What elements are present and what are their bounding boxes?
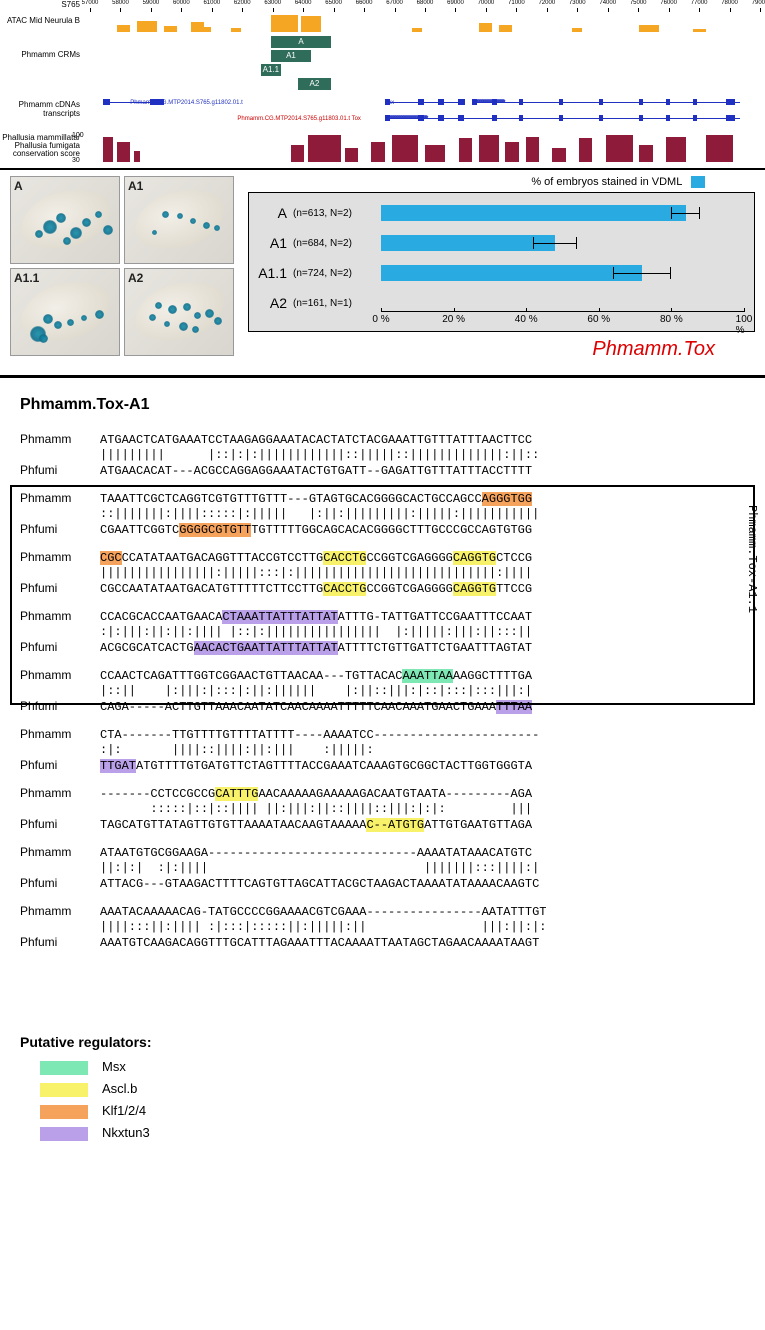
conservation-track: 100 30 [90, 134, 760, 162]
align-match: :|: ||||::||||:||:||| :|||||: [20, 743, 745, 758]
align-match: :|:|||:||:||:|||| |::|:|||||||||||||||| … [20, 625, 745, 640]
align-row: PhfumiTAGCATGTTATAGTTGTGTTAAAATAACAAGTAA… [20, 817, 745, 833]
align-match: ::|||||||:||||:::::|:||||| |:||:||||||||… [20, 507, 745, 522]
atac-track-label: ATAC Mid Neurula B [0, 16, 80, 25]
embryo-thumb: A1 [124, 176, 234, 264]
align-match: ||||||||||||||||:|||||:::|:|||||||||||||… [20, 566, 745, 581]
align-row: PhmammCGCCCATATAATGACAGGTTTACCGTCCTTGCAC… [20, 550, 745, 566]
align-row: PhmammTAAATTCGCTCAGGTCGTGTTTGTTT---GTAGT… [20, 491, 745, 507]
align-row: PhfumiAAATGTCAAGACAGGTTTGCATTTAGAAATTTAC… [20, 935, 745, 951]
align-match: ||||||||| |::|:|:||||||||||||::|||||::||… [20, 448, 745, 463]
regulators-list: MsxAscl.bKlf1/2/4Nkxtun3 [0, 1056, 765, 1144]
regulator-row: Ascl.b [40, 1078, 765, 1100]
regulators-title: Putative regulators: [20, 1034, 765, 1050]
align-row: PhmammCCAACTCAGATTTGGTCGGAACTGTTAACAA---… [20, 668, 745, 684]
align-match: :::::|::|::|||| ||:|||:||::||||::|||:|:|… [20, 802, 745, 817]
embryo-thumb: A [10, 176, 120, 264]
align-row: PhmammATAATGTGCGGAAGA-------------------… [20, 845, 745, 861]
cons-track-label: Phallusia mammillata/ Phallusia fumigata… [0, 134, 80, 158]
align-match: ||||:::||:|||| :|:::|:::::||:|||||:|| ||… [20, 920, 745, 935]
genome-browser-panel: S765 57000580005900060000610006200063000… [0, 0, 765, 170]
alignment-title: Phmamm.Tox-A1 [20, 396, 765, 414]
embryo-thumb: A1.1 [10, 268, 120, 356]
alignment-block: PhmammATGAACTCATGAAATCCTAAGAGGAAATACACTA… [0, 432, 765, 1008]
cons-scale-bot: 30 [72, 157, 80, 164]
regulator-row: Klf1/2/4 [40, 1100, 765, 1122]
cons-scale-top: 100 [72, 132, 84, 139]
section-divider [0, 375, 765, 378]
tx-track-label: Phmamm cDNAs transcripts [0, 100, 80, 118]
align-row: PhmammCCACGCACCAATGAACACTAAATTATTTATTATA… [20, 609, 745, 625]
regulator-row: Nkxtun3 [40, 1122, 765, 1144]
embryo-thumb: A2 [124, 268, 234, 356]
regulator-row: Msx [40, 1056, 765, 1078]
bar-chart: 0 %20 %40 %60 %80 %100 % A(n=613, N=2)A1… [248, 192, 755, 332]
align-row: PhfumiATGAACACAT---ACGCCAGGAGGAAATACTGTG… [20, 463, 745, 479]
scaffold-label: S765 [0, 0, 80, 9]
align-row: PhmammATGAACTCATGAAATCCTAAGAGGAAATACACTA… [20, 432, 745, 448]
embryo-thumbs: AA1A1.1A2 [10, 176, 234, 356]
atac-track [90, 14, 760, 32]
align-match: ||:|:| :|:|||| |||||||:::||||:| [20, 861, 745, 876]
align-row: PhfumiCGAATTCGGTCGGGGCGTGTTTGTTTTTGGCAGC… [20, 522, 745, 538]
align-row: Phmamm-------CCTCCGCCGCATTTGAACAAAAAGAAA… [20, 786, 745, 802]
chart-legend-text: % of embryos stained in VDML [531, 176, 682, 188]
transcripts-track: Phmamm.CG.MTP2014.S765.g11802.01.tTox›››… [90, 96, 760, 130]
align-row: PhfumiACGCGCATCACTGAACACTGAATTATTTATTATA… [20, 640, 745, 656]
align-row: PhfumiATTACG---GTAAGACTTTTCAGTGTTAGCATTA… [20, 876, 745, 892]
crm-track: AA1A1.1A2 [90, 36, 760, 92]
align-row: PhfumiCGCCAATATAATGACATGTTTTTCTTCCTTGCAC… [20, 581, 745, 597]
align-match: |::|| |:|||:|:::|:||:|||||| |:||::|||:|:… [20, 684, 745, 699]
ruler: 5700058000590006000061000620006300064000… [90, 0, 760, 12]
chart-legend-swatch [691, 176, 705, 188]
align-row: PhfumiTTGATATGTTTTGTGATGTTCTAGTTTTACCGAA… [20, 758, 745, 774]
gene-name: Phmamm.Tox [248, 338, 755, 361]
crm-track-label: Phmamm CRMs [0, 50, 80, 59]
mid-panel: AA1A1.1A2 % of embryos stained in VDML 0… [0, 170, 765, 371]
chart-legend: % of embryos stained in VDML [248, 176, 755, 188]
align-row: PhmammCTA-------TTGTTTTGTTTTATTTT----AAA… [20, 727, 745, 743]
box-a11-label: Phmamm.Tox-A1.1 [744, 505, 759, 671]
chart-wrap: % of embryos stained in VDML 0 %20 %40 %… [248, 176, 755, 361]
align-row: PhmammAAATACAAAAACAG-TATGCCCCGGAAAACGTCG… [20, 904, 745, 920]
align-row: PhfumiCAGA-----ACTTGTTAAACAATATCAACAAAAT… [20, 699, 745, 715]
